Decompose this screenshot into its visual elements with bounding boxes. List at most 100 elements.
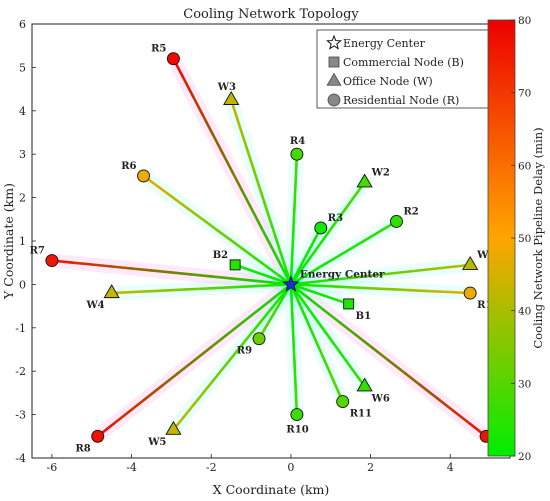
node-label-w1: W1 [476, 250, 495, 261]
edge-segment [252, 255, 268, 268]
node-label-w4: W4 [85, 300, 104, 311]
edge-segment [338, 321, 358, 337]
node-w2 [356, 173, 373, 188]
node-label-w5: W5 [147, 437, 166, 448]
edge-segment [211, 132, 224, 155]
node-w1 [462, 255, 479, 270]
node-r1 [463, 286, 477, 300]
energy-center-marker [282, 275, 300, 292]
edge-w2 [289, 181, 366, 286]
edge-segment [368, 230, 381, 239]
edge-segment [354, 333, 374, 349]
edge-segment [160, 371, 180, 387]
edge-segment [185, 287, 203, 291]
edge-segment [298, 272, 310, 281]
edge-segment [334, 276, 352, 281]
legend-box [316, 29, 504, 109]
node-w4 [103, 284, 120, 299]
edge-w4 [110, 283, 293, 295]
legend-label: Commercial Node (B) [343, 56, 464, 69]
edge-segment [270, 245, 283, 267]
edge-segment [254, 175, 263, 194]
x-tick-label: -2 [206, 461, 217, 474]
node-label-r7: R7 [30, 246, 45, 257]
colorbar-tick-label: 30 [518, 378, 531, 390]
edge-segment [304, 279, 323, 285]
edge-segment [221, 355, 234, 371]
edge-segment [229, 285, 248, 289]
edge-segment [112, 409, 132, 425]
edge-segment [304, 283, 323, 288]
edge-segment [302, 312, 310, 325]
x-tick-label: -6 [47, 461, 58, 474]
legend-label: Residential Node (R) [343, 94, 459, 107]
edge-segment [140, 289, 158, 293]
node-label-r5: R5 [151, 44, 166, 55]
node-r3 [314, 221, 328, 235]
edge-segment [240, 246, 256, 259]
glow-haze-layer [44, 51, 494, 444]
edge-segment [241, 308, 261, 324]
edge-segment [298, 302, 306, 315]
edge-segment [394, 270, 412, 275]
edge-segment [221, 151, 234, 173]
edge-segment [130, 267, 153, 272]
edge-segment [438, 265, 457, 270]
edge-segment [193, 346, 212, 362]
edge-segment [209, 333, 228, 349]
node-label-r11: R11 [350, 409, 372, 420]
node-label-r8: R8 [75, 443, 90, 454]
x-tick-label: 0 [287, 461, 294, 474]
edge-segment [306, 322, 314, 335]
legend-triangle-icon [326, 72, 342, 86]
edge-segment [295, 266, 305, 278]
node-w3 [223, 91, 240, 105]
edge-segment [424, 289, 442, 293]
node-r6 [137, 169, 150, 183]
node-label-r9: R9 [237, 346, 252, 357]
edge-segment [342, 246, 354, 255]
node-w6 [356, 377, 373, 392]
legend: Energy Center Commercial Node (B) Office N… [316, 29, 504, 109]
edge-segment [344, 198, 354, 210]
edge-segment [110, 265, 133, 270]
edge-segment [215, 228, 231, 241]
edge-segment [230, 170, 244, 192]
edge-segment [409, 268, 427, 273]
edge-segment [324, 361, 332, 374]
edge-segment [264, 206, 273, 225]
legend-item-square: Commercial Node (B) [328, 56, 464, 69]
edge-segment [452, 409, 472, 425]
edge-segment [270, 295, 283, 310]
x-tick-label: 4 [447, 461, 454, 474]
edge-segment [181, 76, 195, 98]
edge-segment [308, 308, 317, 320]
edge-segment [279, 252, 288, 271]
edge-segment [181, 404, 195, 419]
edge-segment [438, 290, 457, 294]
edge-segment [209, 275, 233, 280]
node-b1 [343, 298, 355, 310]
y-tick-label: 1 [19, 235, 26, 248]
edge-segment [377, 225, 389, 234]
edge-segment [326, 223, 336, 235]
edge-segment [351, 368, 360, 380]
edge-segment [250, 207, 263, 230]
edge-r7 [50, 259, 293, 286]
edge-segment [90, 263, 113, 268]
node-w5 [165, 420, 182, 435]
edge-segment [301, 300, 311, 312]
edge-segment [351, 189, 360, 201]
edge-segment [259, 283, 278, 288]
edge-segment [191, 392, 205, 407]
edge-segment [314, 240, 323, 252]
node-label-r6: R6 [121, 161, 136, 172]
edge-segment [314, 317, 323, 329]
colorbar-ticks: 20 30 40 50 60 70 80 [511, 15, 531, 463]
edge-segment [125, 290, 143, 294]
edge-segment [370, 346, 390, 362]
edge-segment [154, 183, 170, 196]
edge-segment [234, 114, 243, 132]
node-label-w3: W3 [217, 82, 236, 93]
node-label-b1: B1 [356, 311, 371, 322]
